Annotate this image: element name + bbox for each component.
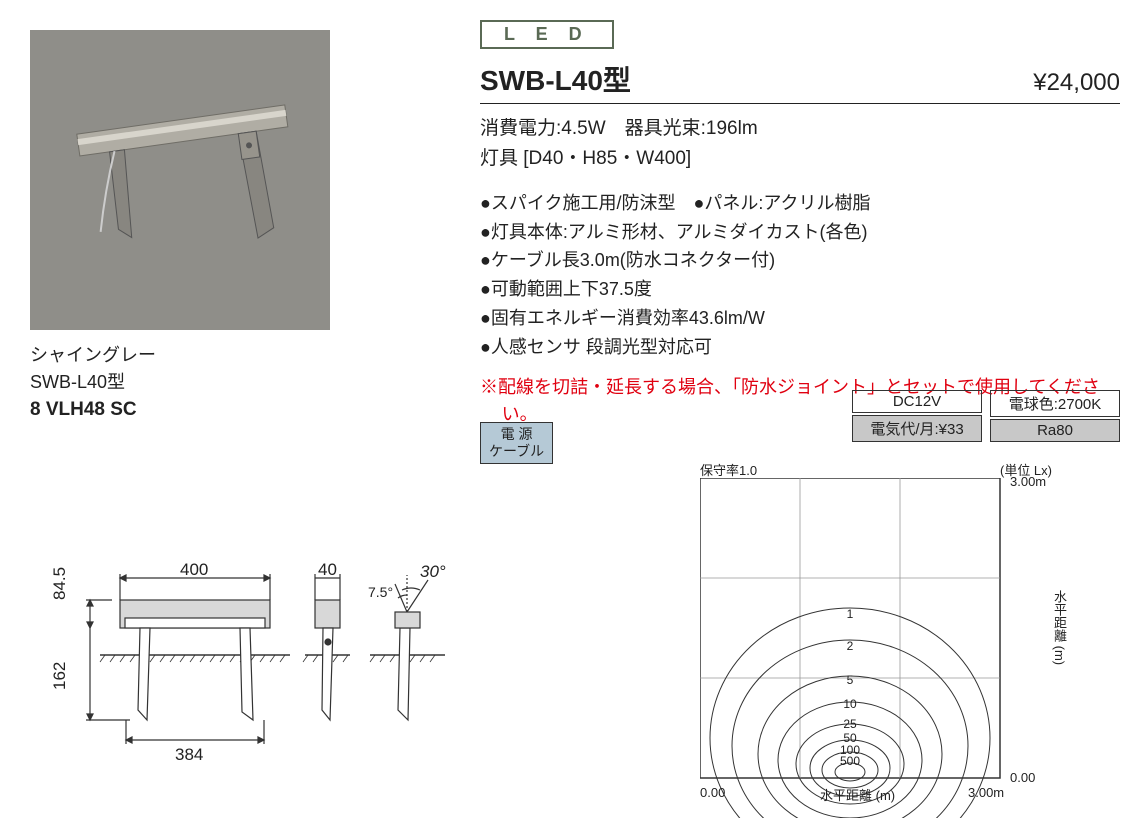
chart-y-bottom: 0.00	[1010, 770, 1035, 785]
chart-x-label: 水平距離 (m)	[820, 785, 895, 804]
info-box-group: DC12V電気代/月:¥33 電球色:2700KRa80	[852, 390, 1120, 442]
dim-h-upper: 84.5	[50, 567, 70, 600]
specs-top: 消費電力:4.5W 器具光束:196lm 灯具 [D40・H85・W400]	[480, 114, 1120, 175]
cable-badge: 電 源 ケーブル	[480, 422, 553, 464]
svg-text:1: 1	[847, 607, 854, 621]
product-photo	[30, 30, 330, 330]
chart-x-left: 0.00	[700, 785, 725, 800]
chart-y-top: 3.00m	[1010, 474, 1046, 489]
info-box: 電球色:2700K	[990, 390, 1120, 417]
svg-text:25: 25	[843, 717, 857, 731]
caption-model: SWB-L40型	[30, 369, 350, 396]
spec-bullet: 灯具本体:アルミ形材、アルミダイカスト(各色)	[480, 218, 1120, 247]
led-badge: L E D	[480, 20, 614, 49]
part-number: 8 VLH48 SC	[30, 396, 350, 425]
price: ¥24,000	[1033, 69, 1120, 97]
dim-angle-7: 7.5°	[368, 584, 393, 600]
svg-text:2: 2	[847, 639, 854, 653]
product-caption: シャイングレー SWB-L40型 8 VLH48 SC	[30, 342, 350, 425]
spec-line-2: 灯具 [D40・H85・W400]	[480, 144, 1120, 174]
info-box: DC12V	[852, 390, 982, 413]
spec-bullet: 人感センサ 段調光型対応可	[480, 333, 1120, 362]
title-row: SWB-L40型 ¥24,000	[480, 59, 1120, 104]
spec-bullet: 可動範囲上下37.5度	[480, 275, 1120, 304]
model-name: SWB-L40型	[480, 59, 631, 99]
spec-line-1: 消費電力:4.5W 器具光束:196lm	[480, 114, 1120, 144]
dim-side-w: 40	[318, 560, 337, 580]
spec-bullet: スパイク施工用/防沫型 ●パネル:アクリル樹脂	[480, 189, 1120, 218]
chart-top-left: 保守率1.0	[700, 460, 757, 479]
dim-width-bottom: 384	[175, 745, 203, 765]
lux-chart: 保守率1.0 (単位 Lx) 125102550100500 3.00m 0.0…	[700, 460, 1100, 820]
svg-text:500: 500	[840, 754, 860, 768]
spec-bullet: 固有エネルギー消費効率43.6lm/W	[480, 304, 1120, 333]
dim-angle-30: 30°	[420, 562, 446, 582]
info-box: Ra80	[990, 419, 1120, 442]
color-name: シャイングレー	[30, 342, 350, 369]
dimension-drawing: 400 40 30° 7.5° 84.5 162 384	[50, 560, 450, 800]
spec-bullets: スパイク施工用/防沫型 ●パネル:アクリル樹脂灯具本体:アルミ形材、アルミダイカ…	[480, 189, 1120, 362]
spec-bullet: ケーブル長3.0m(防水コネクター付)	[480, 246, 1120, 275]
info-box: 電気代/月:¥33	[852, 415, 982, 442]
chart-y-label: 水平距離 (m)	[1050, 590, 1069, 665]
chart-x-right: 3.00m	[968, 785, 1004, 800]
dim-width-top: 400	[180, 560, 208, 580]
svg-text:5: 5	[847, 673, 854, 687]
svg-text:10: 10	[843, 697, 857, 711]
dim-h-lower: 162	[50, 662, 70, 690]
